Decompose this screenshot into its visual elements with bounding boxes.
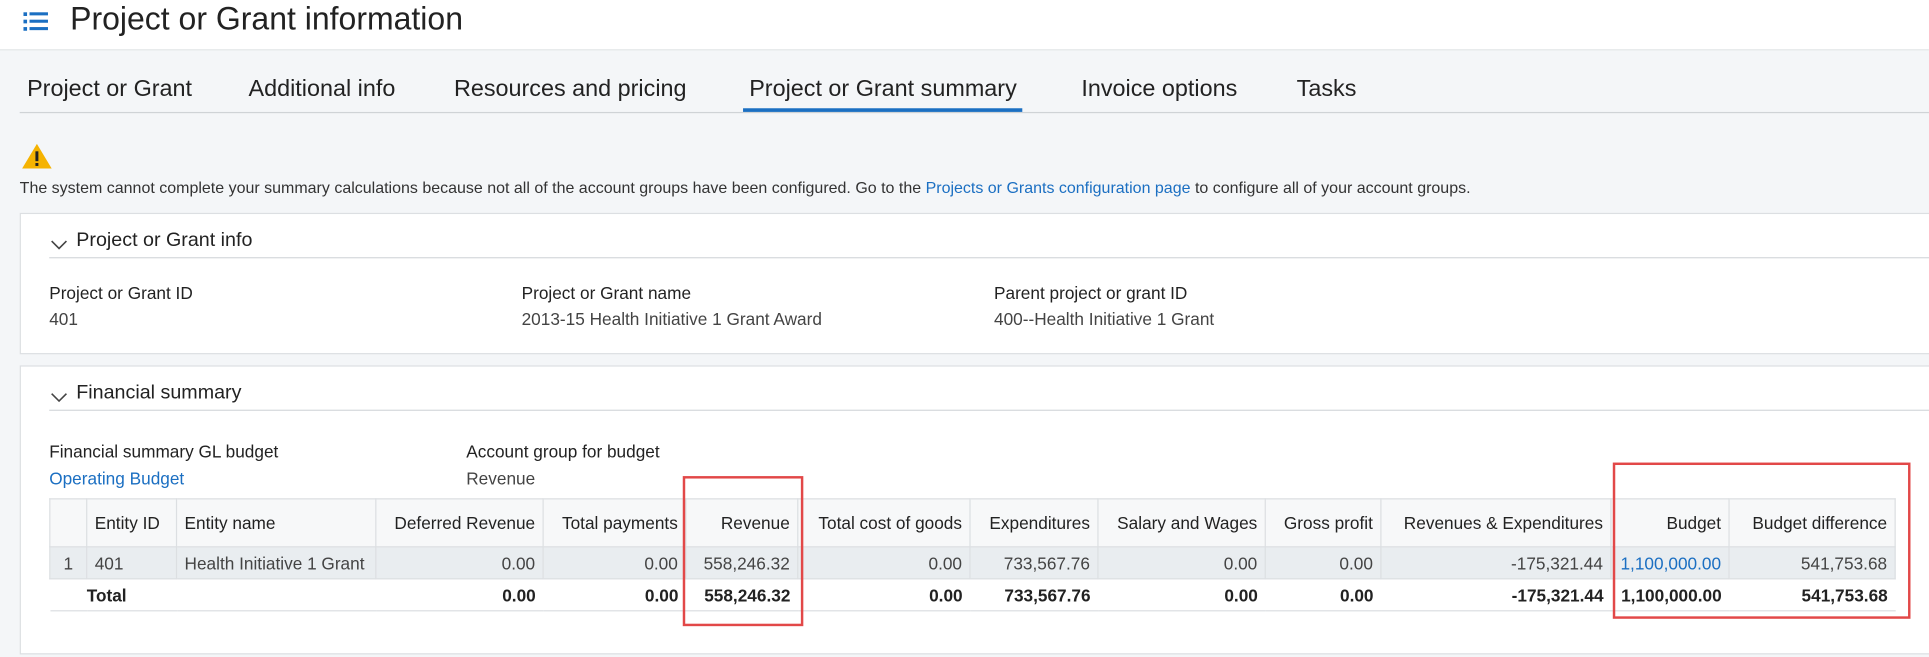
total-cell: -175,321.44: [1380, 578, 1611, 612]
field-value: 401: [49, 308, 78, 329]
budget-value-link[interactable]: 1,100,000.00: [1620, 552, 1722, 573]
collapse-chevron[interactable]: [50, 239, 67, 251]
field-value: 400--Health Initiative 1 Grant: [994, 308, 1215, 329]
section-title: Project or Grant info: [76, 230, 253, 251]
section-divider: [49, 257, 1929, 259]
cell: Health Initiative 1 Grant: [175, 546, 377, 580]
tab-divider: [19, 111, 1929, 114]
cell: 0.00: [797, 546, 971, 580]
summary-table: Entity ID Entity name Deferred Revenue Tota…: [49, 498, 1896, 612]
cell: 401: [86, 546, 178, 580]
total-cell: 541,753.68: [1729, 578, 1896, 612]
total-cell: 1,100,000.00: [1610, 578, 1730, 612]
column-header: Entity name: [175, 498, 377, 548]
warning-text: The system cannot complete your summary …: [19, 178, 922, 197]
info-panel: Project or Grant info Project or Grant I…: [19, 212, 1929, 355]
cell: 0.00: [1264, 546, 1382, 580]
field-label: Project or Grant ID: [49, 282, 193, 303]
field-label: Financial summary GL budget: [49, 441, 279, 462]
column-header: Revenue: [685, 498, 799, 548]
total-cell: 0.00: [543, 578, 686, 612]
total-row: Total 0.00 0.00 558,246.32 0.00 733,567.76 0.0…: [49, 578, 1896, 612]
budget-link[interactable]: Operating Budget: [49, 468, 185, 489]
row-number: 1: [49, 546, 88, 580]
active-tab-underline: [743, 108, 1023, 112]
warning-text: to configure all of your account groups.: [1194, 178, 1471, 197]
tab[interactable]: Resources and pricing: [453, 76, 687, 103]
cell: 733,567.76: [969, 546, 1099, 580]
total-label: Total: [49, 578, 376, 612]
tab[interactable]: Additional info: [248, 76, 396, 103]
header-row: Entity ID Entity name Deferred Revenue Tota…: [49, 498, 1896, 548]
data-row[interactable]: 1 401 Health Initiative 1 Grant 0.00 0.00 558…: [49, 546, 1896, 580]
tab[interactable]: Invoice options: [1081, 76, 1238, 103]
field-label: Account group for budget: [466, 441, 660, 462]
cell: 0.00: [375, 546, 544, 580]
field-value: 2013-15 Health Initiative 1 Grant Award: [521, 308, 822, 329]
cell: 0.00: [1097, 546, 1266, 580]
column-header: Total cost of goods: [797, 498, 971, 548]
total-cell: 558,246.32: [685, 578, 798, 612]
column-header: Expenditures: [969, 498, 1099, 548]
column-header: Revenues & Expenditures: [1380, 498, 1612, 548]
cell: 0.00: [542, 546, 687, 580]
header: Project or Grant information: [0, 0, 1929, 51]
column-header: Budget: [1610, 498, 1730, 548]
total-cell: 0.00: [1265, 578, 1381, 612]
field-label: Project or Grant name: [521, 282, 692, 303]
tab[interactable]: Project or Grant: [27, 76, 193, 103]
cell: -175,321.44: [1380, 546, 1612, 580]
column-header: Gross profit: [1264, 498, 1382, 548]
cell: 558,246.32: [685, 546, 799, 580]
total-cell: 733,567.76: [970, 578, 1098, 612]
config-link[interactable]: Projects or Grants configuration page: [925, 178, 1191, 197]
row-number-header: [49, 498, 88, 548]
field-label: Parent project or grant ID: [994, 282, 1188, 303]
cell: 1,100,000.00: [1610, 546, 1730, 580]
collapse-chevron[interactable]: [50, 391, 67, 403]
total-cell: 0.00: [375, 578, 544, 612]
column-header: Deferred Revenue: [375, 498, 544, 548]
total-cell: 0.00: [1097, 578, 1266, 612]
menu-icon[interactable]: [23, 10, 50, 32]
total-cell: 0.00: [797, 578, 971, 612]
column-header: Total payments: [542, 498, 687, 548]
warning-icon: [22, 143, 52, 169]
section-divider: [49, 409, 1929, 411]
page-title: Project or Grant information: [70, 0, 463, 37]
warning-message: The system cannot complete your summary …: [20, 178, 1471, 196]
tab[interactable]: Tasks: [1296, 76, 1357, 103]
cell: 541,753.68: [1728, 546, 1896, 580]
section-title: Financial summary: [76, 382, 242, 404]
column-header: Salary and Wages: [1097, 498, 1266, 548]
highlight-box: [682, 476, 804, 627]
field-value: Revenue: [466, 468, 536, 489]
column-header: Entity ID: [86, 498, 178, 548]
tab[interactable]: Project or Grant summary: [749, 76, 1017, 103]
highlight-box: [1612, 462, 1911, 619]
